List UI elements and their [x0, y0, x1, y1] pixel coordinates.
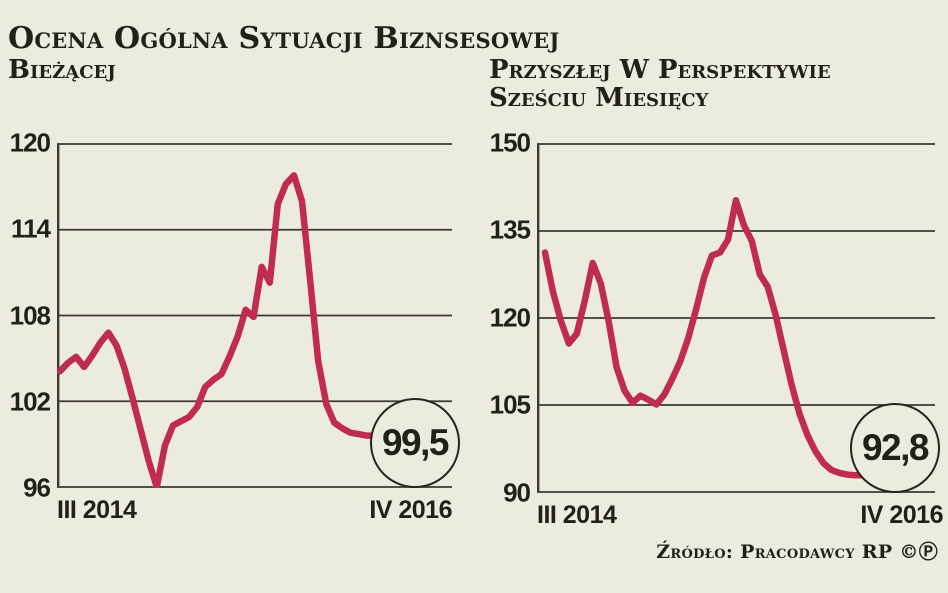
left-y-tick-108: 108 [9, 300, 51, 331]
end-value-badge-future: 92,8 [850, 403, 940, 493]
end-value-current: 99,5 [381, 422, 450, 463]
right-y-tick-90: 90 [503, 477, 531, 508]
left-y-tick-120: 120 [9, 127, 51, 158]
chart-left-subtitle-text: Bieżącej [8, 55, 116, 85]
line-plot-future [537, 143, 935, 493]
left-x-axis-labels: III 2014 IV 2016 [57, 498, 452, 523]
chart-right-subtitle: Przyszłej W Perspektywie Sześciu Miesięc… [489, 56, 831, 112]
chart-right-subtitle-line2: Sześciu Miesięcy [489, 83, 709, 113]
end-value-badge-current: 99,5 [370, 398, 460, 488]
left-y-tick-96: 96 [23, 472, 51, 503]
chart-left-subtitle: Bieżącej [8, 56, 116, 84]
right-y-tick-105: 105 [489, 389, 531, 420]
right-x-tick-start: III 2014 [537, 501, 617, 529]
end-value-future: 92,8 [861, 427, 930, 468]
right-y-tick-135: 135 [489, 214, 531, 245]
left-x-tick-end: IV 2016 [369, 496, 452, 524]
right-x-axis-labels: III 2014 IV 2016 [537, 503, 943, 528]
chart-current-plot: 99,5 [57, 143, 460, 488]
chart-right-subtitle-line1: Przyszłej W Perspektywie [489, 55, 831, 85]
left-y-tick-102: 102 [9, 386, 51, 417]
right-y-tick-150: 150 [489, 127, 531, 158]
right-y-tick-120: 120 [489, 302, 531, 333]
right-x-tick-end: IV 2016 [860, 501, 943, 529]
source-credit: Źródło: Pracodawcy RP ©Ⓟ [656, 541, 938, 563]
chart-future-plot: 92,8 [537, 143, 940, 493]
page-title: Ocena Ogólna Sytuacji Biznsesowej [8, 21, 560, 56]
left-y-tick-114: 114 [11, 213, 51, 244]
line-plot-current [57, 143, 452, 488]
left-x-tick-start: III 2014 [57, 496, 137, 524]
